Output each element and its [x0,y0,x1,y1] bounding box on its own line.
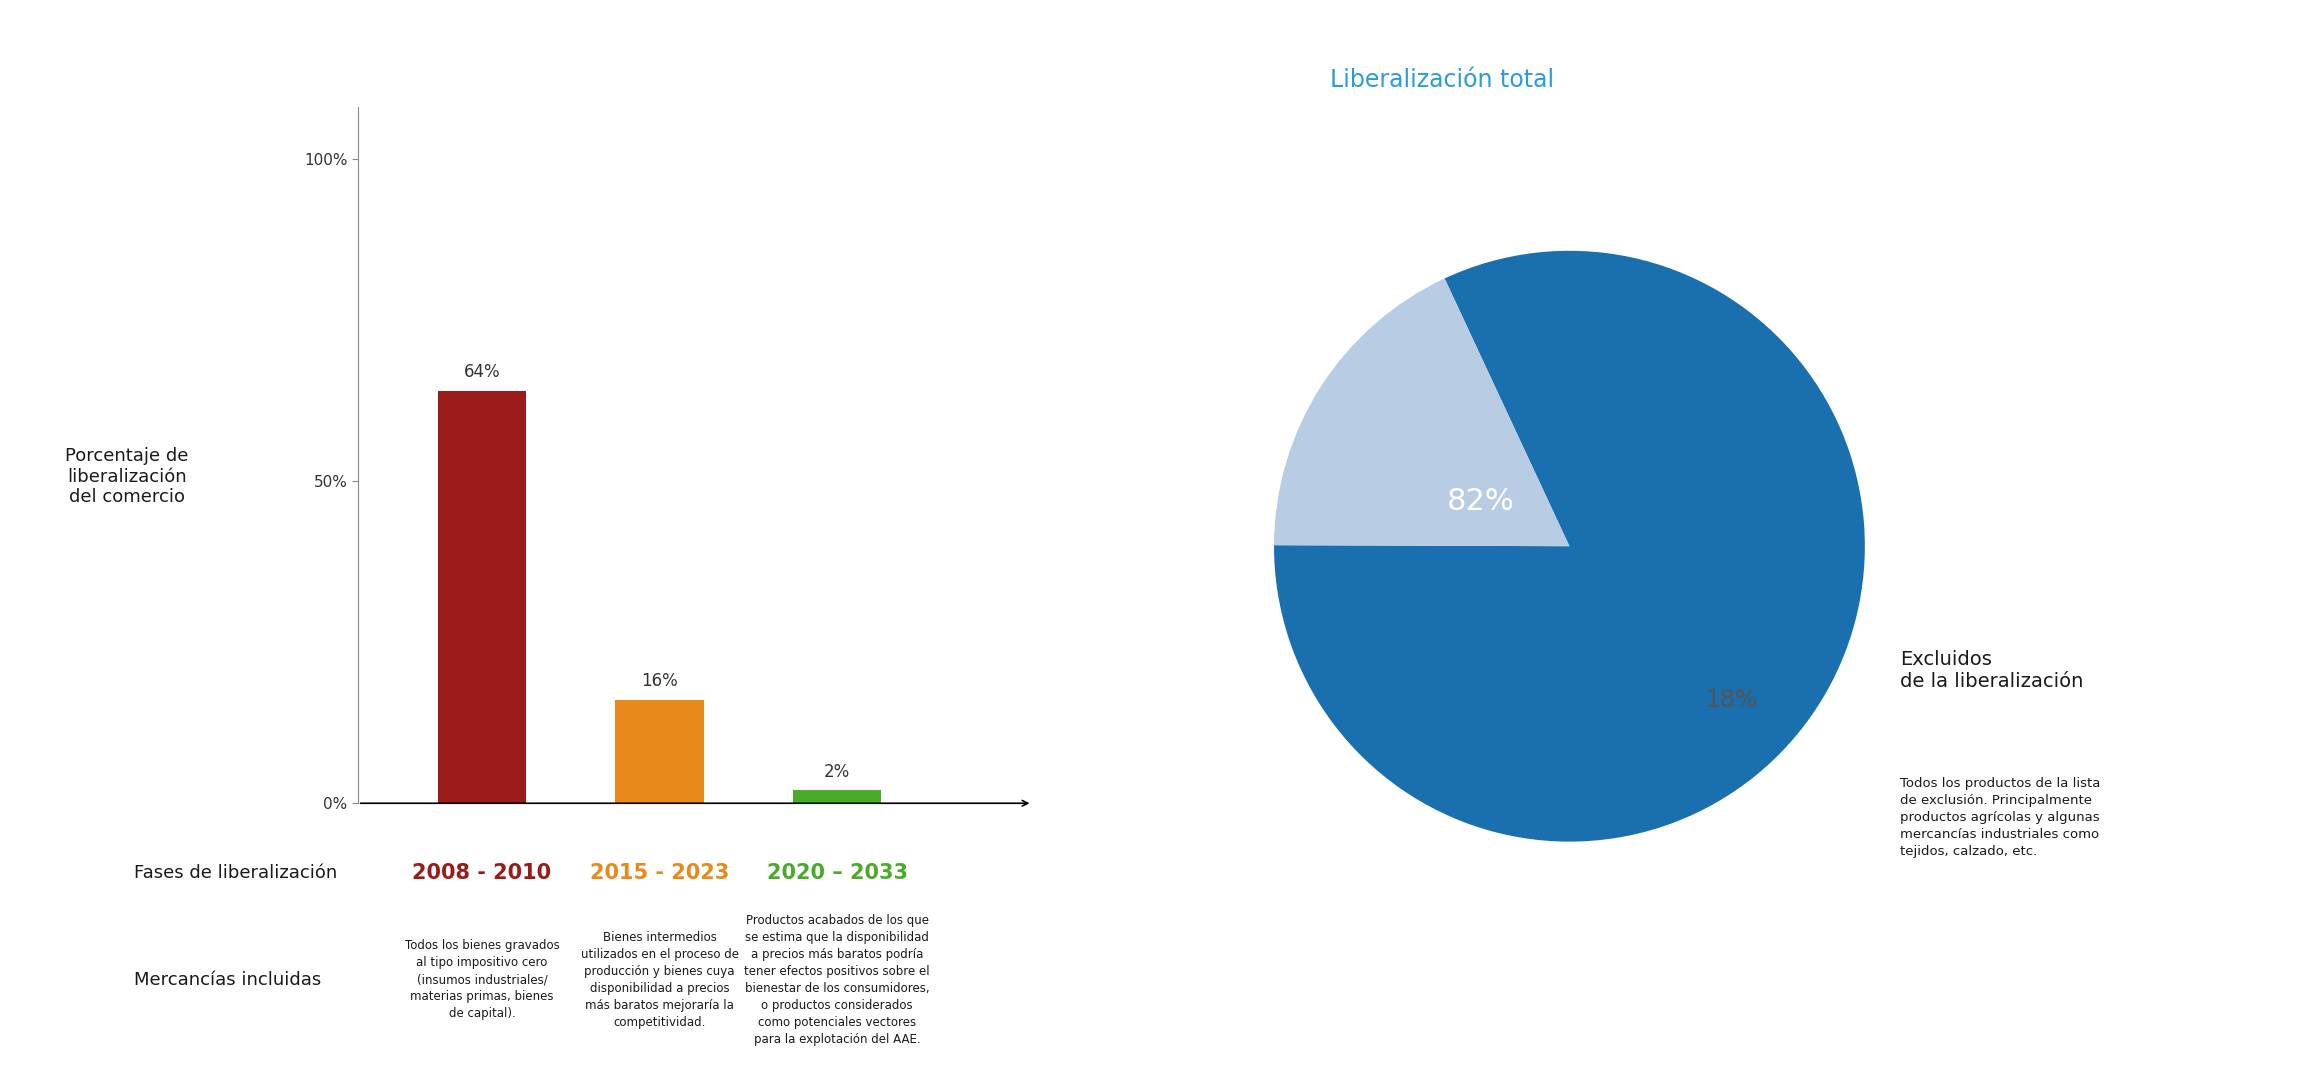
Text: 2008 - 2010: 2008 - 2010 [413,863,552,883]
Text: 2%: 2% [824,763,849,781]
Bar [616,700,704,803]
Text: Productos acabados de los que
se estima que la disponibilidad
a precios más bara: Productos acabados de los que se estima … [743,914,930,1046]
Wedge shape [1274,251,1865,842]
Text: Fases de liberalización: Fases de liberalización [134,864,337,881]
Bar [792,790,882,803]
Text: Todos los bienes gravados
al tipo impositivo cero
(insumos industriales/
materia: Todos los bienes gravados al tipo imposi… [404,939,559,1021]
Bar [439,391,526,803]
Text: 2015 - 2023: 2015 - 2023 [591,863,729,883]
Text: Porcentaje de
liberalización
del comercio: Porcentaje de liberalización del comerci… [65,447,189,507]
Text: 64%: 64% [464,363,501,381]
Text: 82%: 82% [1447,487,1514,516]
Wedge shape [1274,278,1569,546]
Text: Todos los productos de la lista
de exclusión. Principalmente
productos agrícolas: Todos los productos de la lista de exclu… [1899,776,2100,858]
Text: Bienes intermedios
utilizados en el proceso de
producción y bienes cuya
disponib: Bienes intermedios utilizados en el proc… [582,931,739,1029]
Text: Liberalización total: Liberalización total [1329,69,1556,92]
Text: 18%: 18% [1706,688,1759,712]
Text: Mercancías incluidas: Mercancías incluidas [134,971,321,989]
Text: 2020 – 2033: 2020 – 2033 [766,863,907,883]
Text: 16%: 16% [642,673,679,691]
Text: Excluidos
de la liberalización: Excluidos de la liberalización [1899,650,2084,691]
